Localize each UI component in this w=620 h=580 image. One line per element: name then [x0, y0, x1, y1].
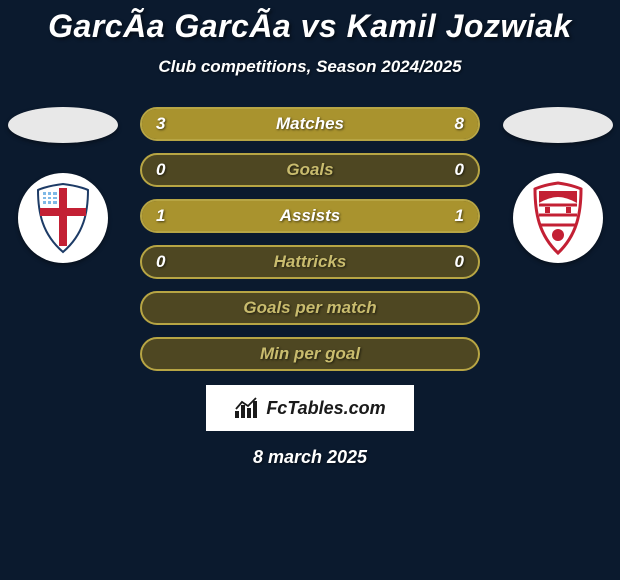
- stat-bar-goals: 0 Goals 0: [140, 153, 480, 187]
- stat-right-value: 1: [455, 206, 464, 226]
- watermark: FcTables.com: [206, 385, 414, 431]
- stat-left-value: 1: [156, 206, 165, 226]
- date-line: 8 march 2025: [253, 447, 367, 468]
- right-club-badge: [513, 173, 603, 263]
- stat-label: Goals: [286, 160, 333, 180]
- left-column: [5, 107, 120, 263]
- stat-left-value: 0: [156, 252, 165, 272]
- stat-right-value: 8: [455, 114, 464, 134]
- right-column: [500, 107, 615, 263]
- stat-bar-goals-per-match: Goals per match: [140, 291, 480, 325]
- stats-column: 3 Matches 8 0 Goals 0 1 Assists 1 0 Hattricks 0 Goal…: [140, 107, 480, 371]
- celta-crest-icon: [32, 182, 94, 254]
- left-flag-placeholder: [8, 107, 118, 143]
- stat-label: Min per goal: [260, 344, 360, 364]
- subtitle: Club competitions, Season 2024/2025: [158, 57, 461, 77]
- page-title: GarcÃ­a GarcÃ­a vs Kamil Jozwiak: [48, 8, 572, 45]
- granada-crest-icon: [529, 181, 587, 255]
- stat-bar-min-per-goal: Min per goal: [140, 337, 480, 371]
- stat-left-value: 3: [156, 114, 165, 134]
- main-row: 3 Matches 8 0 Goals 0 1 Assists 1 0 Hattricks 0 Goal…: [0, 107, 620, 371]
- comparison-card: GarcÃ­a GarcÃ­a vs Kamil Jozwiak Club co…: [0, 0, 620, 580]
- stat-label: Hattricks: [274, 252, 347, 272]
- stat-right-value: 0: [455, 252, 464, 272]
- stat-bar-hattricks: 0 Hattricks 0: [140, 245, 480, 279]
- stat-left-value: 0: [156, 160, 165, 180]
- stat-bar-matches: 3 Matches 8: [140, 107, 480, 141]
- stat-label: Assists: [280, 206, 340, 226]
- stat-fill-right: [233, 109, 478, 139]
- left-club-badge: [18, 173, 108, 263]
- fctables-logo-icon: [234, 397, 260, 419]
- stat-label: Goals per match: [243, 298, 376, 318]
- watermark-text: FcTables.com: [266, 398, 385, 419]
- right-flag-placeholder: [503, 107, 613, 143]
- stat-right-value: 0: [455, 160, 464, 180]
- stat-bar-assists: 1 Assists 1: [140, 199, 480, 233]
- stat-label: Matches: [276, 114, 344, 134]
